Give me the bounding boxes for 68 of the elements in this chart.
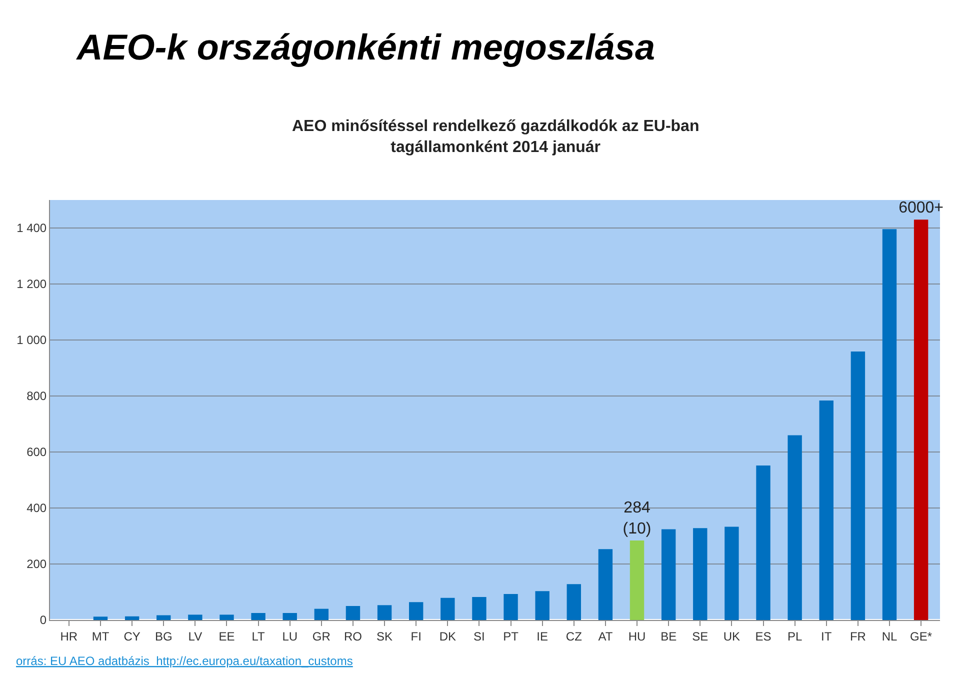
x-tick-label: SK (376, 629, 393, 644)
x-tick-label: LU (282, 629, 298, 644)
bar (440, 598, 455, 620)
bar (377, 605, 392, 620)
bar (693, 528, 708, 620)
bar (850, 351, 866, 620)
bar (314, 608, 329, 620)
bar (724, 526, 739, 620)
x-tick-label: UK (723, 629, 740, 644)
y-tick-label: 1 400 (16, 221, 47, 236)
x-tick-label: FR (850, 629, 866, 644)
x-tick-label: SE (692, 629, 708, 644)
bar (504, 594, 518, 620)
y-tick-label: 800 (26, 389, 47, 404)
chart-subtitle: AEO minősítéssel rendelkező gazdálkodók az EU-ban tagállamonként 2014 január (292, 118, 700, 156)
bar (914, 220, 928, 620)
x-tick-label: PT (503, 629, 520, 644)
bar (788, 435, 802, 620)
x-tick-label: NL (882, 629, 898, 644)
x-tick-label: FI (410, 629, 422, 644)
bar (756, 465, 770, 620)
x-tick-label: ES (755, 629, 772, 644)
bar (819, 400, 834, 620)
y-tick-label: 1 000 (16, 333, 47, 348)
bar (598, 549, 613, 620)
bar (409, 602, 424, 620)
x-tick-label: RO (344, 629, 362, 644)
x-tick-label: HU (628, 629, 646, 644)
x-tick-label: EE (218, 629, 235, 644)
y-tick-label: 1 200 (16, 277, 47, 292)
bar (346, 606, 360, 620)
bar (535, 591, 550, 620)
x-tick-label: GE* (910, 629, 932, 644)
x-tick-label: SI (474, 629, 485, 644)
x-tick-label: MT (92, 629, 110, 644)
bar (661, 529, 676, 620)
x-tick-label: PL (787, 629, 802, 644)
bar (156, 615, 171, 620)
bar (251, 613, 266, 620)
bar (124, 616, 140, 620)
bar (630, 540, 644, 620)
x-tick-label: BE (660, 629, 677, 644)
data-label: 6000+ (898, 200, 944, 217)
data-label: 284 (10) (622, 500, 652, 538)
bar (566, 584, 581, 620)
y-tick-label: 400 (26, 501, 47, 516)
x-tick-label: CY (124, 629, 140, 644)
bar (188, 614, 202, 620)
x-tick-label: IE (536, 629, 548, 644)
x-tick-label: LV (188, 629, 202, 644)
x-tick-label: BG (154, 629, 172, 644)
y-tick-label: 0 (40, 613, 47, 628)
y-tick-label: 600 (26, 445, 47, 460)
text: orrás: EU AEO adatbázis http://ec.europa.eu/taxation_customs (16, 654, 353, 668)
chart-title: AEO-k országonkénti megoszlása (76, 26, 655, 68)
x-tick-label: IT (821, 629, 832, 644)
x-tick-label: LT (252, 629, 266, 644)
x-tick-label: HR (60, 629, 78, 644)
bar (882, 229, 897, 620)
bar (220, 614, 234, 620)
bar (93, 616, 108, 620)
y-tick-label: 200 (26, 557, 47, 572)
x-tick-label: CZ (566, 629, 582, 644)
bar (472, 597, 486, 620)
x-tick-label: AT (598, 629, 614, 644)
x-tick-label: DK (439, 629, 456, 644)
bar (282, 613, 297, 620)
x-tick-label: GR (312, 629, 331, 644)
